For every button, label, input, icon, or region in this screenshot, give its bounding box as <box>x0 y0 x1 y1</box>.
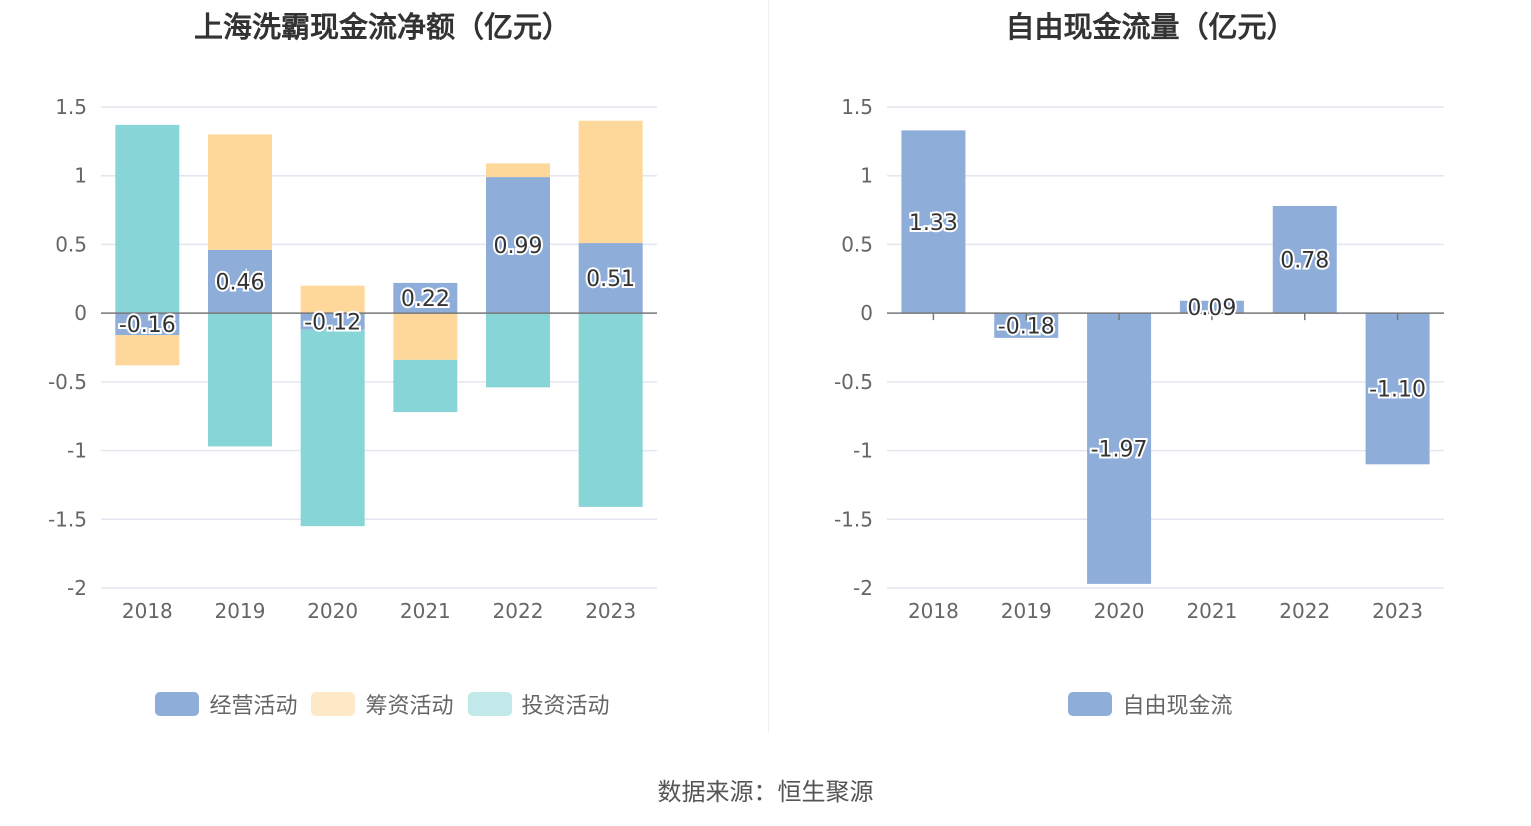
data-label: -0.16 <box>119 313 176 338</box>
left-chart-svg: 1.5 1 0.5 0 -0.5 -1 -1.5 -2 -0.16 0.46 -0.12 0.22 0.… <box>48 95 657 623</box>
bar-经营活动-2021 <box>393 282 458 314</box>
legend-label: 自由现金流 <box>1122 694 1233 719</box>
bar-筹资活动-2021 <box>393 313 458 360</box>
right-chart-legend: 自由现金流 <box>768 688 1531 720</box>
bar-筹资活动-2019 <box>208 134 272 250</box>
right-chart-svg: 1.5 1 0.5 0 -0.5 -1 -1.5 -2 1.33 -0.18 -1.97 0.09 0.… <box>834 95 1444 623</box>
bar-自由现金流-2021 <box>1179 300 1244 314</box>
bar-筹资活动-2020 <box>300 285 365 314</box>
x-tick-label: 2018 <box>908 599 959 623</box>
bar-投资活动-2019 <box>208 313 272 447</box>
bar-筹资活动-2023 <box>578 120 643 244</box>
bar-筹资活动-2018 <box>115 335 180 366</box>
bar-筹资活动-2022 <box>486 163 550 178</box>
data-label: 0.78 <box>1280 249 1329 274</box>
data-label: 0.46 <box>216 271 265 296</box>
y-tick-label: -1.5 <box>834 507 873 531</box>
bar-经营活动-2023 <box>578 243 643 314</box>
y-tick-label: -1 <box>67 439 87 463</box>
x-tick-label: 2019 <box>1001 599 1052 623</box>
x-tick-label: 2018 <box>122 599 173 623</box>
y-tick-label: -1.5 <box>48 507 87 531</box>
left-chart-panel: 上海洗霸现金流净额（亿元） 1.5 1 0.5 0 -0.5 -1 -1.5 -2 -0.16 0… <box>0 0 765 740</box>
y-tick-label: 1 <box>860 164 873 188</box>
x-tick-label: 2021 <box>1186 599 1237 623</box>
bar-投资活动-2018 <box>115 124 180 314</box>
x-tick-label: 2021 <box>400 599 451 623</box>
data-label: 1.33 <box>909 211 958 236</box>
legend-label: 经营活动 <box>209 694 298 719</box>
left-chart-legend: 经营活动 筹资活动 投资活动 <box>0 688 765 720</box>
bar-投资活动-2022 <box>486 313 550 388</box>
bar-投资活动-2023 <box>578 313 643 507</box>
y-tick-label: 0 <box>860 301 873 325</box>
legend-swatch <box>1068 692 1113 716</box>
x-tick-label: 2020 <box>307 599 358 623</box>
bar-投资活动-2021 <box>393 359 458 413</box>
x-tick-label: 2022 <box>1279 599 1330 623</box>
legend-label: 投资活动 <box>521 694 610 719</box>
data-label: -1.10 <box>1369 378 1426 403</box>
left-chart-title: 上海洗霸现金流净额（亿元） <box>193 10 571 44</box>
legend-swatch <box>155 692 200 716</box>
bar-经营活动-2018 <box>115 313 180 336</box>
legend-item[interactable]: 自由现金流 <box>1068 688 1233 720</box>
data-label: 0.51 <box>586 267 635 292</box>
right-chart-title: 自由现金流量（亿元） <box>1005 10 1296 44</box>
right-chart-panel: 自由现金流量（亿元） 1.5 1 0.5 0 -0.5 -1 -1.5 -2 1.33 -0.18… <box>768 0 1531 740</box>
bar-经营活动-2020 <box>300 313 365 330</box>
bar-自由现金流-2018 <box>901 130 966 314</box>
y-tick-label: -1 <box>853 439 873 463</box>
data-label: 0.09 <box>1187 296 1236 321</box>
panel-divider <box>768 0 769 732</box>
data-label: -0.12 <box>304 310 361 335</box>
bar-自由现金流-2020 <box>1087 313 1152 584</box>
x-tick-label: 2023 <box>1372 599 1423 623</box>
y-tick-label: -2 <box>853 576 873 600</box>
legend-swatch <box>311 692 356 716</box>
y-tick-label: -0.5 <box>48 370 87 394</box>
bar-自由现金流-2023 <box>1365 313 1430 465</box>
data-label: -0.18 <box>998 315 1055 340</box>
y-tick-label: 1 <box>74 164 87 188</box>
y-tick-label: 1.5 <box>841 95 873 119</box>
legend-item[interactable]: 经营活动 <box>155 688 297 720</box>
y-tick-label: 0 <box>74 301 87 325</box>
legend-item[interactable]: 投资活动 <box>467 688 610 720</box>
y-tick-label: 1.5 <box>55 95 87 119</box>
y-tick-label: -2 <box>67 576 87 600</box>
y-tick-label: -0.5 <box>834 370 873 394</box>
legend-label: 筹资活动 <box>365 694 454 719</box>
data-label: 0.99 <box>494 234 543 259</box>
x-tick-label: 2020 <box>1094 599 1145 623</box>
x-tick-label: 2023 <box>585 599 636 623</box>
legend-item[interactable]: 筹资活动 <box>311 688 454 720</box>
bar-自由现金流-2022 <box>1272 205 1337 314</box>
y-tick-label: 0.5 <box>841 232 873 256</box>
bar-经营活动-2022 <box>486 177 550 314</box>
data-source: 数据来源：恒生聚源 <box>657 778 874 806</box>
data-label: 0.22 <box>401 287 450 312</box>
y-tick-label: 0.5 <box>55 232 87 256</box>
x-tick-label: 2022 <box>493 599 544 623</box>
bar-经营活动-2019 <box>208 249 272 314</box>
legend-swatch <box>467 692 512 716</box>
data-label: -1.97 <box>1091 438 1148 463</box>
x-tick-label: 2019 <box>215 599 266 623</box>
bar-投资活动-2020 <box>300 329 365 527</box>
